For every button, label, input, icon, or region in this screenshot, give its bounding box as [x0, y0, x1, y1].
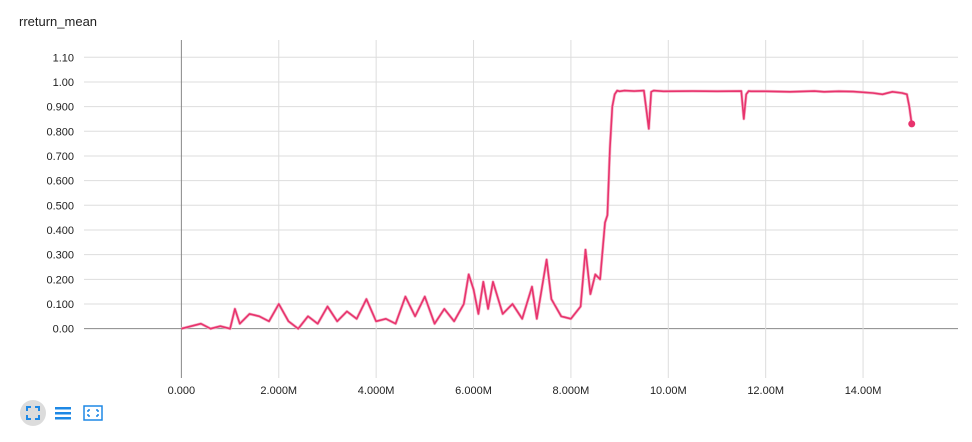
y-tick-label: 0.300 [46, 250, 74, 262]
select-zoom-icon [83, 405, 103, 421]
chart-title: rreturn_mean [19, 14, 98, 29]
x-tick-label: 12.00M [747, 385, 784, 397]
x-tick-label: 8.000M [553, 385, 590, 397]
series-line[interactable] [181, 89, 913, 330]
log-scale-icon [55, 407, 71, 420]
y-tick-label: 0.400 [46, 225, 74, 237]
x-tick-label: 2.000M [260, 385, 297, 397]
y-tick-label: 0.100 [46, 299, 74, 311]
raw-series-line [181, 89, 914, 331]
y-tick-label: 0.00 [53, 324, 74, 336]
y-tick-label: 0.600 [46, 176, 74, 188]
y-tick-label: 0.200 [46, 274, 74, 286]
x-tick-label: 10.00M [650, 385, 687, 397]
x-tick-label: 4.000M [358, 385, 395, 397]
y-tick-label: 0.900 [46, 102, 74, 114]
y-tick-label: 0.500 [46, 200, 74, 212]
y-tick-label: 0.700 [46, 151, 74, 163]
chart-toolbar [20, 400, 106, 426]
fit-domain-icon [26, 406, 40, 420]
last-point-marker [908, 120, 916, 128]
y-tick-label: 1.10 [53, 52, 74, 64]
line-chart[interactable]: 0.00 0.100 0.200 0.300 0.400 0.500 0.600 0.700 0… [0, 0, 972, 400]
log-scale-button[interactable] [50, 400, 76, 426]
select-zoom-button[interactable] [80, 400, 106, 426]
fit-domain-button[interactable] [20, 400, 46, 426]
y-tick-label: 1.00 [53, 77, 74, 89]
x-tick-label: 14.00M [845, 385, 882, 397]
y-tick-label: 0.800 [46, 126, 74, 138]
x-tick-label: 0.000 [168, 385, 196, 397]
x-tick-label: 6.000M [455, 385, 492, 397]
